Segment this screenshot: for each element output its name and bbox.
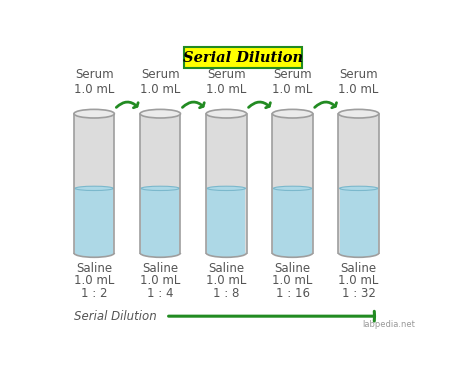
Text: 1 : 8: 1 : 8 (213, 287, 239, 300)
Ellipse shape (207, 186, 246, 191)
Polygon shape (140, 114, 181, 253)
Ellipse shape (272, 109, 313, 118)
Text: Serial Dilution: Serial Dilution (183, 51, 303, 65)
Text: Serum: Serum (273, 68, 312, 81)
Text: 1 : 32: 1 : 32 (342, 287, 375, 300)
Text: Saline: Saline (274, 262, 310, 275)
Ellipse shape (273, 186, 311, 191)
Polygon shape (207, 188, 246, 253)
Ellipse shape (338, 109, 379, 118)
Text: 1.0 mL: 1.0 mL (338, 83, 379, 96)
Polygon shape (74, 114, 114, 253)
Polygon shape (339, 188, 378, 253)
Polygon shape (206, 114, 246, 253)
Text: 1.0 mL: 1.0 mL (74, 83, 114, 96)
Text: Serial Dilution: Serial Dilution (74, 310, 157, 323)
Ellipse shape (339, 249, 378, 257)
FancyBboxPatch shape (184, 47, 301, 69)
Ellipse shape (75, 249, 113, 257)
Text: 1 : 16: 1 : 16 (275, 287, 310, 300)
Text: 1.0 mL: 1.0 mL (206, 275, 246, 287)
Ellipse shape (206, 109, 246, 118)
Text: Saline: Saline (76, 262, 112, 275)
Ellipse shape (272, 249, 313, 257)
Text: 1.0 mL: 1.0 mL (206, 83, 246, 96)
Ellipse shape (75, 186, 113, 191)
Text: 1.0 mL: 1.0 mL (273, 83, 313, 96)
Polygon shape (273, 188, 311, 253)
Text: Saline: Saline (209, 262, 245, 275)
Ellipse shape (141, 186, 179, 191)
Ellipse shape (141, 249, 179, 257)
Text: Serum: Serum (141, 68, 180, 81)
Polygon shape (272, 114, 313, 253)
Text: 1.0 mL: 1.0 mL (140, 275, 181, 287)
Text: Serum: Serum (207, 68, 246, 81)
Polygon shape (75, 188, 113, 253)
Text: 1.0 mL: 1.0 mL (273, 275, 313, 287)
Text: 1.0 mL: 1.0 mL (74, 275, 114, 287)
Text: 1 : 2: 1 : 2 (81, 287, 108, 300)
Text: Saline: Saline (341, 262, 377, 275)
Text: 1.0 mL: 1.0 mL (338, 275, 379, 287)
Polygon shape (338, 114, 379, 253)
Ellipse shape (140, 109, 181, 118)
Ellipse shape (140, 249, 181, 257)
Ellipse shape (74, 249, 114, 257)
Text: 1.0 mL: 1.0 mL (140, 83, 181, 96)
Text: Saline: Saline (142, 262, 178, 275)
Ellipse shape (206, 249, 246, 257)
Ellipse shape (339, 186, 378, 191)
Text: Serum: Serum (339, 68, 378, 81)
Text: labpedia.net: labpedia.net (363, 320, 416, 329)
Ellipse shape (74, 109, 114, 118)
Text: Serum: Serum (75, 68, 113, 81)
Text: 1 : 4: 1 : 4 (147, 287, 173, 300)
Polygon shape (141, 188, 179, 253)
Ellipse shape (338, 249, 379, 257)
Ellipse shape (207, 249, 246, 257)
Ellipse shape (273, 249, 311, 257)
